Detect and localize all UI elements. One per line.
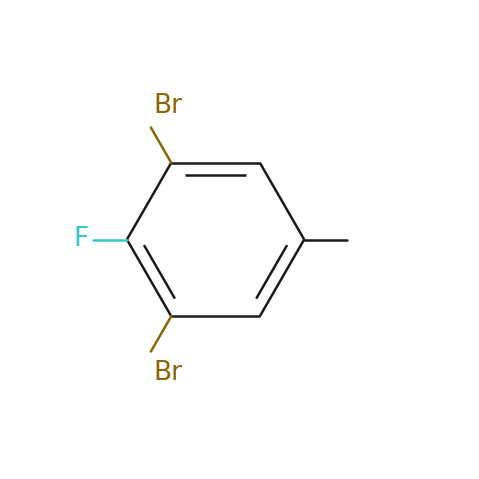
Text: Br: Br xyxy=(153,360,182,386)
Text: F: F xyxy=(73,227,89,252)
Text: Br: Br xyxy=(153,93,182,119)
